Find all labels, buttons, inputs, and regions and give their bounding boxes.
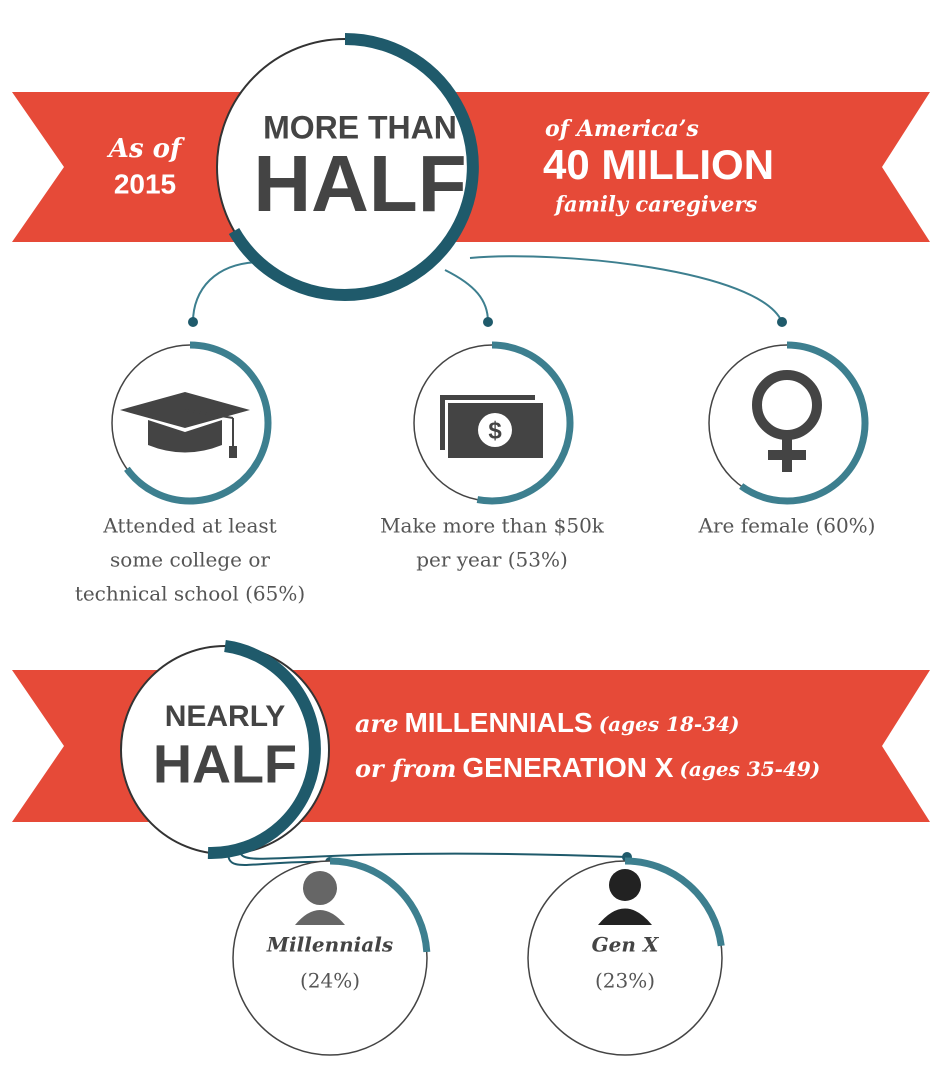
circle-arc [228,33,479,301]
ribbon-text: 40 MILLION [543,141,774,188]
circle-text: MORE THAN [263,109,457,145]
photo-millennial [295,871,345,925]
stat-label: Make more than $50k [380,514,605,538]
ribbon-text: 2015 [114,168,176,199]
connectors [227,851,628,866]
icon-female [752,370,822,472]
connector-dots [188,317,787,327]
photo-genx [598,869,652,925]
icon-money: $ [440,395,543,458]
ribbon-text: As of [106,134,185,164]
connectors [192,255,783,323]
stat-arc [739,341,869,505]
ribbon-text: are MILLENNIALS (ages 18-34) [355,707,739,738]
svg-text:$: $ [488,417,502,444]
stat-label: Are female (60%) [698,514,876,538]
stat-label: Attended at least [102,514,276,538]
gen-value: (24%) [300,969,360,993]
gen-name: Millennials [266,933,393,957]
gen-arc [329,857,431,953]
ribbon-text: of America’s [545,116,699,142]
ribbon-text: or from GENERATION X (ages 35-49) [355,752,820,783]
ribbon-text: family caregivers [553,192,757,217]
gen-name: Gen X [592,933,660,957]
stat-arc [476,341,574,505]
stat-label: technical school (65%) [75,582,305,606]
circle-text: HALF [253,139,466,228]
stat-arc [124,341,272,505]
circle-text: NEARLY [165,700,286,733]
stat-label: per year (53%) [416,548,568,572]
circle-arc [207,640,321,860]
stat-label: some college or [110,548,270,572]
circle-text: HALF [153,734,297,794]
gen-arc [624,857,725,947]
icon-cap [120,392,250,458]
gen-value: (23%) [595,969,655,993]
